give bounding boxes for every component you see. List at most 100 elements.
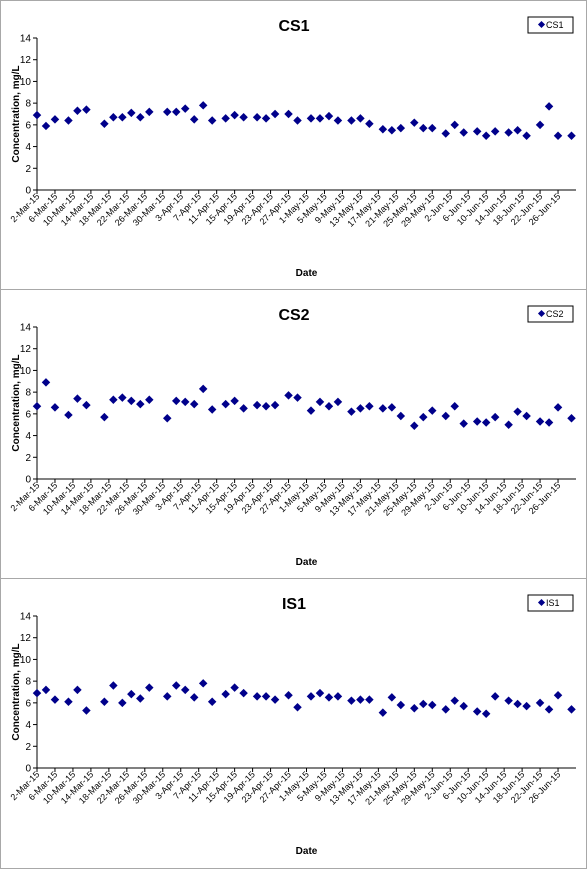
data-point <box>387 126 397 135</box>
data-point <box>410 704 419 713</box>
data-point <box>428 700 437 710</box>
data-point <box>127 689 136 699</box>
data-point <box>306 406 316 415</box>
y-tick-label: 10 <box>20 366 32 377</box>
data-point <box>450 402 459 411</box>
data-point <box>261 114 271 123</box>
data-point <box>32 402 42 411</box>
y-tick-label: 14 <box>20 34 32 45</box>
data-point <box>567 413 576 423</box>
data-point <box>100 412 109 422</box>
data-point <box>333 397 343 407</box>
data-point <box>270 400 280 410</box>
data-point <box>284 391 293 400</box>
data-point <box>252 400 262 410</box>
legend: CS2 <box>527 305 574 323</box>
y-axis-label: Concentration, mg/L <box>11 643 22 740</box>
data-point <box>553 403 563 412</box>
chart-title: CS2 <box>278 307 309 324</box>
data-point <box>472 417 482 426</box>
y-tick-label: 14 <box>20 612 32 623</box>
data-point <box>64 410 73 420</box>
data-point <box>50 695 60 704</box>
data-point <box>378 708 388 717</box>
data-point <box>207 697 217 707</box>
data-point <box>441 129 450 138</box>
data-point <box>100 119 109 129</box>
data-point <box>535 698 545 708</box>
data-point <box>553 131 563 140</box>
data-point <box>239 688 248 698</box>
data-point <box>270 695 280 704</box>
data-point <box>324 111 334 121</box>
legend-entry: IS1 <box>546 598 560 608</box>
data-point <box>459 128 468 137</box>
chart-panel-cs1: CS1 CS1 0 2 4 6 8 10 12 14 Concentration, mg/L 2-Ma… <box>0 0 587 290</box>
data-point <box>513 699 522 709</box>
y-axis-label: Concentration, mg/L <box>11 354 22 451</box>
legend: IS1 <box>527 594 574 612</box>
data-point <box>504 128 513 137</box>
data-point <box>410 421 419 431</box>
data-point <box>230 683 239 692</box>
data-point <box>180 685 190 695</box>
data-point <box>73 685 82 695</box>
y-tick-label: 14 <box>20 323 32 334</box>
y-tick-label: 8 <box>25 388 31 399</box>
legend-marker <box>537 20 546 29</box>
data-point <box>50 403 60 412</box>
data-point <box>450 696 459 705</box>
y-tick-label: 2 <box>25 453 31 464</box>
data-point <box>252 692 262 701</box>
y-axis-label: Concentration, mg/L <box>11 65 22 162</box>
data-point <box>450 120 459 130</box>
y-tick-label: 12 <box>20 633 32 644</box>
data-point <box>261 402 271 411</box>
data-point <box>459 701 468 711</box>
y-tick-label: 6 <box>25 698 31 709</box>
data-point <box>221 689 230 699</box>
data-point <box>472 127 482 136</box>
data-point <box>535 417 545 426</box>
data-point <box>522 131 531 140</box>
data-point <box>284 691 293 700</box>
y-tick-label: 0 <box>25 475 31 486</box>
chart-panel-is1: IS1 IS1 0 2 4 6 8 10 12 14 Concentration, mg/L 2-Ma… <box>0 578 587 869</box>
data-point <box>315 114 325 123</box>
data-point <box>284 109 293 119</box>
data-point <box>163 413 172 423</box>
data-point <box>378 404 388 413</box>
data-point <box>544 418 554 427</box>
data-point <box>198 101 208 110</box>
data-point <box>419 412 428 422</box>
y-tick-label: 10 <box>20 655 32 666</box>
data-point <box>41 378 51 387</box>
data-point <box>230 396 239 406</box>
data-point <box>553 691 563 700</box>
chart-title: CS1 <box>278 18 309 35</box>
chart-title: IS1 <box>282 596 306 613</box>
y-tick-label: 2 <box>25 164 31 175</box>
data-point <box>50 115 60 124</box>
legend-entry: CS2 <box>546 309 564 319</box>
data-point <box>504 696 513 705</box>
data-point <box>472 707 482 716</box>
legend-box <box>527 305 574 323</box>
data-point <box>333 116 343 125</box>
y-tick-label: 2 <box>25 742 31 753</box>
data-point <box>490 127 500 136</box>
data-point <box>73 394 82 403</box>
data-point <box>567 131 576 140</box>
data-point <box>145 683 154 692</box>
data-point <box>522 411 531 421</box>
data-point <box>239 113 248 122</box>
data-point <box>136 399 145 409</box>
data-point <box>513 126 522 135</box>
y-tick-label: 4 <box>25 720 31 731</box>
data-point <box>459 419 468 428</box>
data-point <box>198 384 208 394</box>
data-point <box>189 693 199 702</box>
data-point <box>171 107 181 117</box>
